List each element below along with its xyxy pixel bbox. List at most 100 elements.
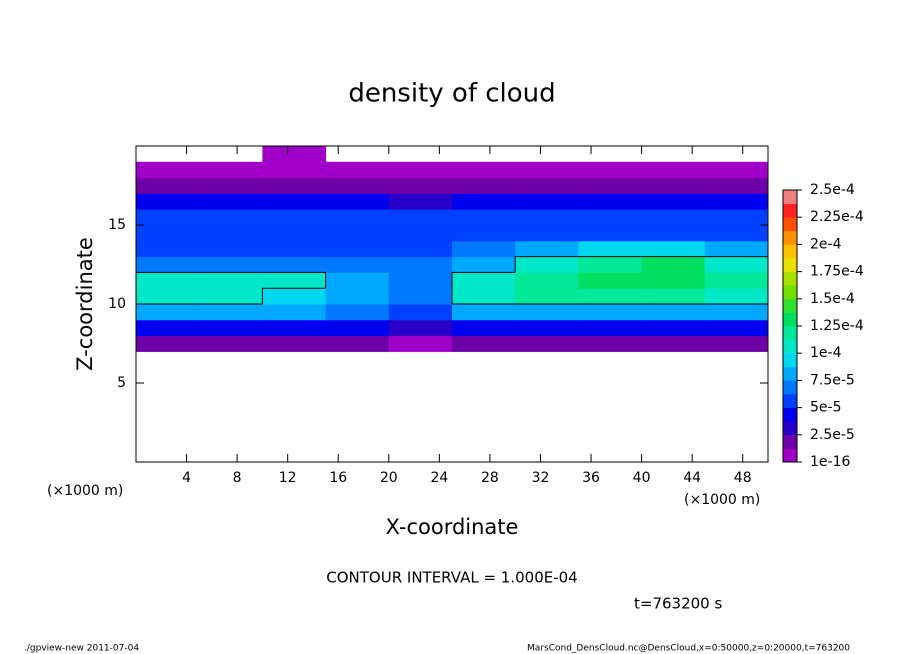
cell: [515, 256, 579, 273]
cell: [641, 240, 706, 258]
cell: [325, 177, 390, 194]
cell: [452, 161, 516, 179]
x-unit-label: (×1000 m): [684, 492, 760, 508]
colorbar-swatch: [783, 421, 797, 436]
cell: [388, 177, 453, 194]
cell: [704, 161, 769, 179]
cell: [452, 319, 516, 337]
cell: [388, 225, 453, 242]
cell: [136, 225, 200, 242]
cell: [515, 304, 579, 321]
colorbar-swatch: [783, 298, 797, 313]
y-tick-label: 10: [108, 296, 126, 312]
cell: [578, 225, 643, 242]
cell: [704, 240, 769, 258]
cell: [262, 304, 327, 321]
colorbar-swatch: [783, 448, 797, 463]
cell: [136, 161, 200, 179]
cell: [262, 240, 327, 258]
cell: [704, 319, 769, 337]
cell: [578, 304, 643, 321]
colorbar-swatch: [783, 244, 797, 259]
colorbar-swatch: [783, 217, 797, 232]
colorbar-swatch: [783, 434, 797, 449]
cell: [452, 304, 516, 321]
cell: [325, 335, 390, 352]
colorbar-label: 2.5e-5: [810, 427, 855, 443]
x-axis-label: X-coordinate: [386, 515, 519, 539]
cell: [388, 304, 453, 321]
x-tick-label: 16: [329, 470, 347, 486]
cell: [136, 335, 200, 352]
chart-title: density of cloud: [348, 79, 555, 109]
cell: [578, 161, 643, 179]
cell: [704, 304, 769, 321]
colorbar-label: 1e-4: [810, 345, 842, 361]
colorbar-label: 2e-4: [810, 236, 842, 252]
cell: [704, 272, 769, 289]
cell: [515, 209, 579, 226]
y-tick-label: 5: [117, 375, 126, 391]
cell: [452, 335, 516, 352]
cell: [136, 272, 200, 289]
cell: [136, 304, 200, 321]
colorbar-label: 1.75e-4: [810, 264, 864, 280]
colorbar-label: 7.5e-5: [810, 372, 855, 388]
colorbar-swatch: [783, 366, 797, 381]
cell: [704, 209, 769, 226]
cell: [262, 256, 327, 273]
colorbar-label: 1.25e-4: [810, 318, 864, 334]
cell: [641, 161, 706, 179]
cell: [704, 193, 769, 210]
colorbar-swatch: [783, 407, 797, 422]
colorbar-label: 1.5e-4: [810, 291, 855, 307]
cell: [515, 240, 579, 258]
cell: [452, 177, 516, 194]
x-tick-label: 4: [182, 470, 191, 486]
colorbar-label: 1e-16: [810, 454, 850, 470]
cell: [578, 193, 643, 210]
y-tick-label: 15: [108, 217, 126, 233]
cell: [388, 209, 453, 226]
cell: [325, 256, 390, 273]
cell: [641, 209, 706, 226]
cell: [388, 319, 453, 337]
cell: [578, 319, 643, 337]
cell: [262, 209, 327, 226]
cell: [578, 288, 643, 305]
colorbar-swatch: [783, 230, 797, 245]
y-axis-label: Z-coordinate: [73, 237, 97, 371]
cell: [388, 288, 453, 305]
cell: [262, 161, 327, 179]
cell: [136, 209, 200, 226]
x-tick-label: 12: [279, 470, 297, 486]
cell: [515, 177, 579, 194]
cell: [199, 240, 263, 258]
colorbar-swatch: [783, 339, 797, 354]
cell: [515, 193, 579, 210]
colorbar-label: 5e-5: [810, 400, 841, 416]
cell: [515, 225, 579, 242]
x-tick-label: 28: [481, 470, 499, 486]
cell: [388, 240, 453, 258]
cell: [578, 335, 643, 352]
cell: [452, 225, 516, 242]
colorbar-swatch: [783, 353, 797, 368]
cell: [641, 335, 706, 352]
cell: [199, 209, 263, 226]
cell: [515, 272, 579, 289]
cell: [262, 319, 327, 337]
cell: [515, 319, 579, 337]
cell: [515, 335, 579, 352]
time-label: t=763200 s: [634, 595, 722, 613]
cell: [262, 335, 327, 352]
footer-right: MarsCond_DensCloud.nc@DensCloud,x=0:5000…: [527, 644, 850, 654]
cell: [136, 288, 200, 305]
cell: [578, 240, 643, 258]
colorbar-label: 2.25e-4: [810, 209, 864, 225]
x-unit-label: (×1000 m): [47, 483, 123, 499]
field: [136, 146, 769, 352]
cell: [641, 304, 706, 321]
footer-left: ./gpview-new 2011-07-04: [24, 644, 139, 654]
